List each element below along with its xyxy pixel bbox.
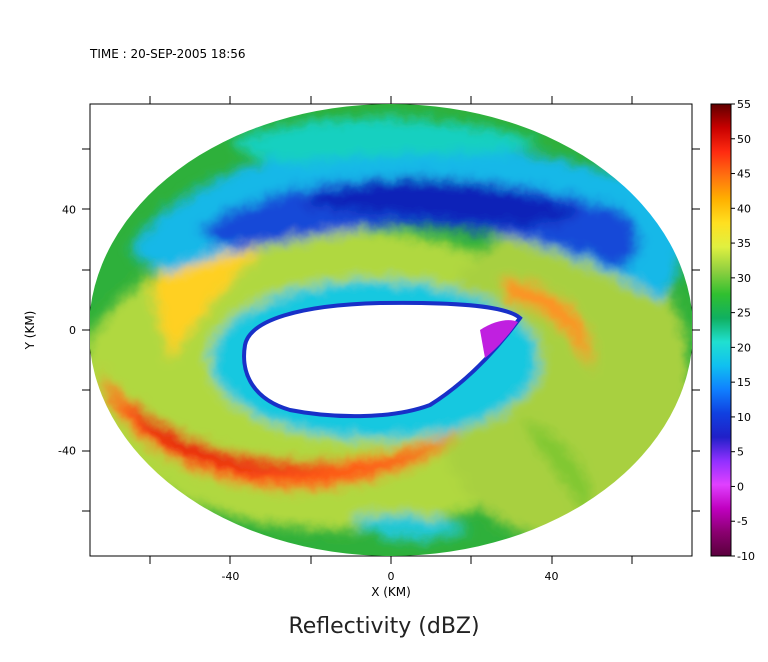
reflectivity-field bbox=[90, 104, 692, 556]
colorbar-tick-label: 20 bbox=[737, 341, 751, 354]
colorbar-tick-label: -10 bbox=[737, 550, 755, 563]
y-axis-label: Y (KM) bbox=[23, 310, 37, 350]
colorbar-tick-label: 55 bbox=[737, 98, 751, 111]
colorbar-tick-label: 0 bbox=[737, 480, 744, 493]
colorbar-tick-label: -5 bbox=[737, 515, 748, 528]
chart-title: Reflectivity (dBZ) bbox=[288, 614, 480, 639]
time-label: TIME : 20-SEP-2005 18:56 bbox=[90, 47, 246, 61]
colorbar-bar bbox=[710, 103, 732, 557]
axis-ticks bbox=[82, 96, 700, 564]
colorbar-tick-label: 45 bbox=[737, 168, 751, 181]
x-axis-label: X (KM) bbox=[371, 585, 411, 599]
x-tick-label: 40 bbox=[545, 570, 559, 583]
y-tick-label: 40 bbox=[62, 203, 76, 216]
colorbar-tick-label: 30 bbox=[737, 272, 751, 285]
x-tick-label: -40 bbox=[221, 570, 239, 583]
colorbar-tick-label: 25 bbox=[737, 307, 751, 320]
colorbar-tick-label: 50 bbox=[737, 133, 751, 146]
x-tick-labels: -40 0 40 bbox=[221, 570, 558, 583]
y-tick-label: 0 bbox=[69, 324, 76, 337]
colorbar-tick-label: 15 bbox=[737, 376, 751, 389]
colorbar-tick-label: 35 bbox=[737, 237, 751, 250]
colorbar-tick-label: 5 bbox=[737, 446, 744, 459]
colorbar-tick-label: 40 bbox=[737, 202, 751, 215]
x-tick-label: 0 bbox=[388, 570, 395, 583]
y-tick-label: -40 bbox=[58, 445, 76, 458]
colorbar-tick-label: 10 bbox=[737, 411, 751, 424]
y-tick-labels: -40 0 40 bbox=[58, 203, 76, 457]
